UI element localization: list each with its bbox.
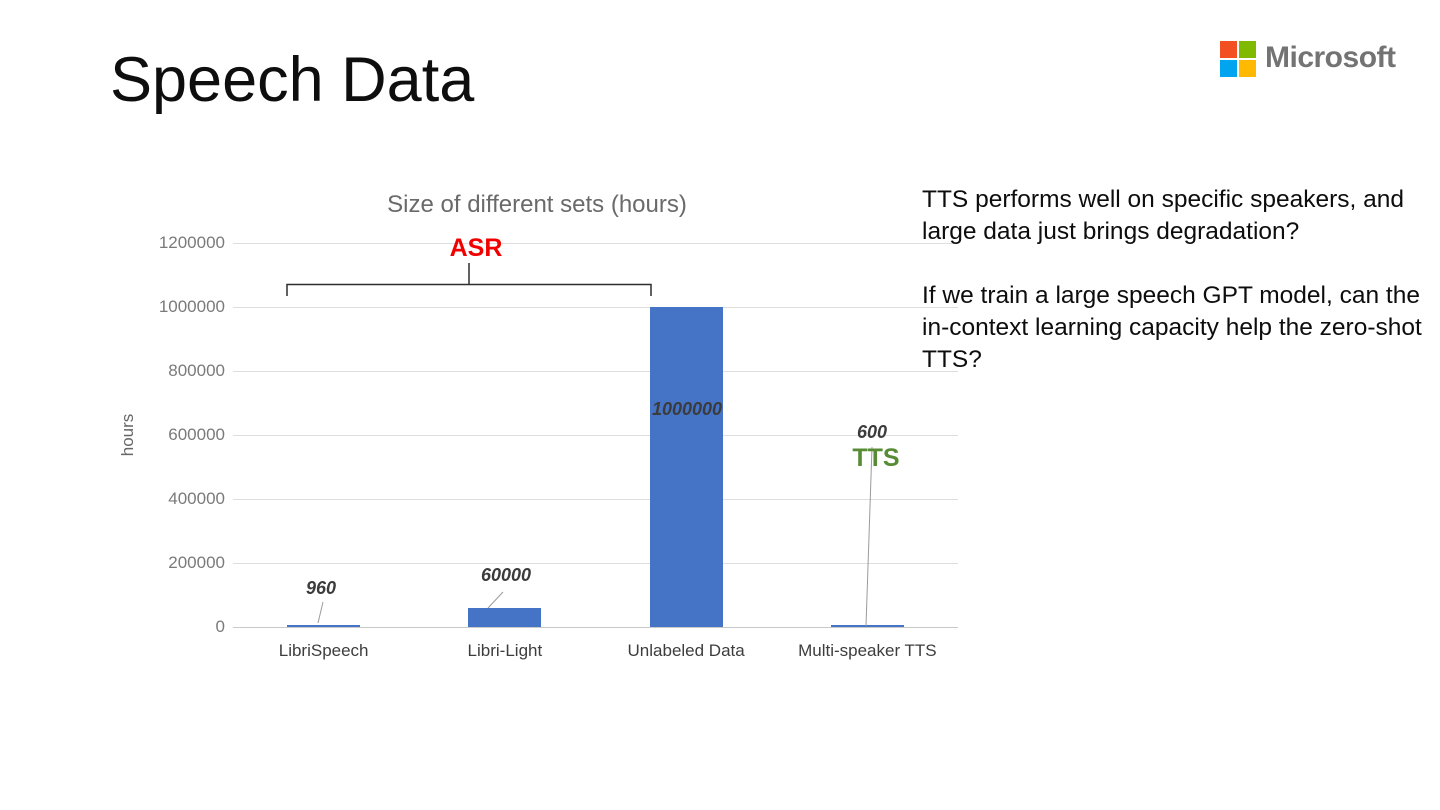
logo-square-red xyxy=(1220,41,1237,58)
y-tick-label-600000: 600000 xyxy=(168,425,225,444)
category-label-2: Libri-Light xyxy=(467,641,543,660)
asr-annotation: ASR xyxy=(449,234,503,262)
gridline-400000 xyxy=(233,499,958,500)
leader-line-2 xyxy=(487,591,504,609)
logo-square-blue xyxy=(1220,60,1237,77)
value-label-3: 1000000 xyxy=(651,399,723,419)
bar-unlabeled-data xyxy=(649,307,723,627)
gridline-0 xyxy=(233,627,958,628)
value-label-1: 960 xyxy=(305,578,337,598)
value-label-2: 60000 xyxy=(480,565,532,585)
gridline-200000 xyxy=(233,563,958,564)
logo-square-yellow xyxy=(1239,60,1256,77)
chart-title: Size of different sets (hours) xyxy=(387,191,687,218)
microsoft-wordmark: Microsoft xyxy=(1265,41,1396,74)
y-tick-label-200000: 200000 xyxy=(168,553,225,572)
tts-annotation: TTS xyxy=(852,444,900,472)
asr-bracket xyxy=(286,263,652,296)
category-label-4: Multi-speaker TTS xyxy=(798,641,937,660)
microsoft-logo: Microsoft xyxy=(1220,41,1396,77)
gridline-800000 xyxy=(233,371,958,372)
gridline-1000000 xyxy=(233,307,958,308)
category-label-1: LibriSpeech xyxy=(278,641,369,660)
gridline-1200000 xyxy=(233,243,958,244)
category-label-3: Unlabeled Data xyxy=(627,641,745,660)
leader-line-1 xyxy=(317,601,324,624)
side-text-paragraph-1: TTS performs well on specific speakers, … xyxy=(922,186,1405,245)
leader-line-4 xyxy=(865,446,873,627)
bar-libri-light xyxy=(468,607,542,627)
bar-multi-speaker-tts xyxy=(830,625,904,627)
value-label-4: 600 xyxy=(856,422,888,442)
bar-librispeech xyxy=(287,625,361,627)
microsoft-logo-icon xyxy=(1220,41,1256,77)
y-tick-label-0: 0 xyxy=(215,617,225,636)
logo-square-green xyxy=(1239,41,1256,58)
gridline-600000 xyxy=(233,435,958,436)
slide-title: Speech Data xyxy=(110,45,475,115)
y-tick-label-400000: 400000 xyxy=(168,489,225,508)
side-text-block: TTS performs well on specific speakers, … xyxy=(922,184,1434,376)
y-tick-label-1000000: 1000000 xyxy=(158,297,225,316)
side-text-paragraph-2: If we train a large speech GPT model, ca… xyxy=(922,282,1422,373)
y-tick-label-1200000: 1200000 xyxy=(158,233,225,252)
y-tick-label-800000: 800000 xyxy=(168,361,225,380)
